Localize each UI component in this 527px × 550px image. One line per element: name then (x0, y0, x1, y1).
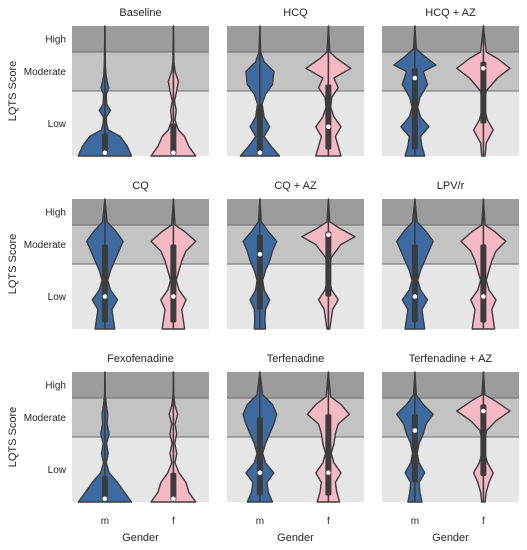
panel-title: HCQ + AZ (425, 7, 476, 19)
y-tick-label: High (45, 35, 66, 46)
iqr-box-m (101, 476, 108, 501)
band-low (382, 437, 519, 502)
median-dot-m (102, 496, 108, 502)
panel-8: Terfenadine m f Gender (227, 353, 364, 544)
iqr-box-f (480, 61, 487, 124)
band-low (382, 91, 519, 156)
panel-title: Terfenadine (267, 353, 325, 365)
band-low (227, 91, 364, 156)
median-dot-m (412, 294, 418, 299)
y-axis-label: LQTS Score (7, 407, 19, 468)
band-low (72, 264, 209, 329)
iqr-box-m (101, 244, 108, 323)
median-dot-f (171, 294, 176, 299)
iqr-box-m (101, 133, 108, 155)
median-dot-m (412, 428, 418, 433)
y-tick-label: Moderate (24, 240, 67, 251)
median-dot-m (102, 294, 108, 299)
band-high (382, 26, 519, 52)
band-high (72, 26, 209, 52)
median-dot-f (171, 150, 176, 156)
band-moderate (72, 398, 209, 437)
x-tick-label: m (256, 516, 264, 527)
band-low (382, 264, 519, 329)
y-tick-label: Moderate (24, 413, 67, 424)
band-high (382, 372, 519, 398)
median-dot-f (481, 294, 486, 299)
iqr-box-f (170, 244, 177, 323)
x-tick-label: f (327, 516, 330, 527)
iqr-box-m (256, 234, 263, 310)
iqr-box-f (480, 404, 487, 476)
panel-title: HCQ (283, 7, 308, 19)
iqr-box-m (411, 244, 418, 323)
y-tick-label: High (45, 208, 66, 219)
band-high (72, 199, 209, 225)
x-axis-label: Gender (432, 532, 469, 544)
panel-6: LPV/r (382, 180, 519, 330)
y-tick-label: Low (48, 465, 67, 476)
median-dot-f (481, 65, 486, 71)
y-tick-label: High (45, 381, 66, 392)
y-tick-label: Low (48, 119, 67, 130)
panel-title: Fexofenadine (107, 353, 174, 365)
x-tick-label: m (101, 516, 109, 527)
iqr-box-m (256, 417, 263, 496)
median-dot-m (412, 75, 418, 81)
band-high (72, 372, 209, 398)
iqr-box-f (325, 84, 332, 150)
iqr-box-f (325, 414, 332, 496)
panel-title: CQ (132, 180, 149, 192)
x-axis-label: Gender (122, 532, 159, 544)
panel-2: HCQ (227, 7, 364, 157)
median-dot-f (481, 408, 486, 414)
panel-title: Baseline (119, 7, 161, 19)
band-moderate (72, 52, 209, 91)
median-dot-m (102, 150, 108, 156)
iqr-box-m (411, 414, 418, 483)
panel-9: Terfenadine + AZ m f Gender (382, 353, 519, 544)
median-dot-m (257, 150, 263, 156)
y-tick-label: Low (48, 292, 67, 303)
median-dot-f (326, 232, 331, 238)
x-tick-label: m (411, 516, 419, 527)
y-axis-label: LQTS Score (7, 61, 19, 122)
iqr-box-m (256, 104, 263, 155)
iqr-box-f (170, 472, 177, 501)
median-dot-m (257, 470, 263, 476)
panel-title: Terfenadine + AZ (409, 353, 493, 365)
x-axis-label: Gender (277, 532, 314, 544)
median-dot-f (326, 124, 331, 130)
panel-7: Fexofenadine Low Moderate High LQTS Score m f G… (7, 353, 209, 544)
iqr-box-f (480, 244, 487, 323)
band-high (227, 372, 364, 398)
x-tick-label: f (172, 516, 175, 527)
iqr-box-m (411, 68, 418, 150)
panel-1: Baseline Low Moderate High LQTS Score (7, 7, 209, 157)
y-tick-label: Moderate (24, 67, 67, 78)
band-high (227, 26, 364, 52)
band-low (227, 437, 364, 502)
band-low (227, 264, 364, 329)
y-axis-label: LQTS Score (7, 234, 19, 295)
median-dot-f (171, 496, 176, 502)
iqr-box-f (325, 231, 332, 297)
panel-title: LPV/r (437, 180, 465, 192)
panel-5: CQ + AZ (227, 180, 364, 330)
band-high (382, 199, 519, 225)
panel-3: HCQ + AZ (382, 7, 519, 157)
iqr-box-f (170, 123, 177, 155)
x-tick-label: f (482, 516, 485, 527)
panel-4: CQ Low Moderate High LQTS Score (7, 180, 209, 330)
band-high (227, 199, 364, 225)
median-dot-f (326, 470, 331, 476)
panel-title: CQ + AZ (274, 180, 317, 192)
median-dot-m (257, 251, 263, 257)
